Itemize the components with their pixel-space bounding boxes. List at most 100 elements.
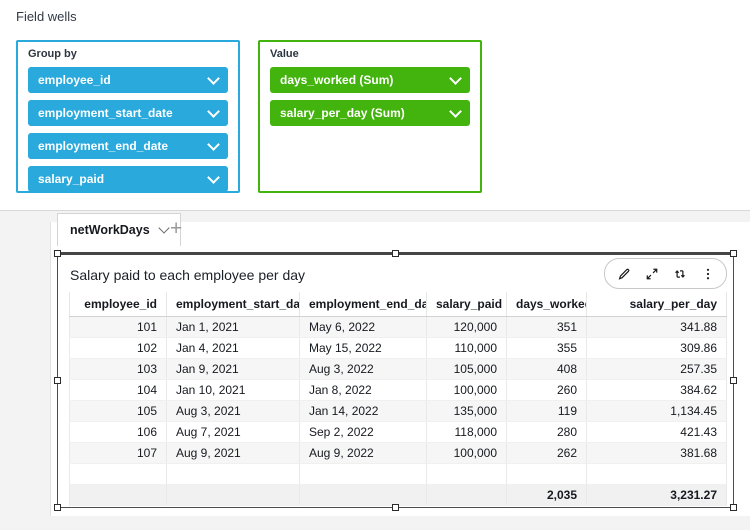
field-pill-label: employment_end_date [38, 139, 169, 153]
table-cell [426, 463, 507, 485]
table-cell: 2,035 [506, 484, 587, 506]
table-visual-frame[interactable]: Salary paid to each employee per day emp… [54, 250, 737, 511]
table-total-row: 2,035 3,231.27 [69, 484, 727, 506]
table-cell: 351 [506, 316, 587, 338]
add-sheet-button[interactable]: + [170, 217, 183, 240]
table-row: 107 Aug 9, 2021 Aug 9, 2022 100,000 262 381.6… [69, 442, 727, 464]
group-by-label: Group by [28, 48, 77, 60]
table-cell: 408 [506, 358, 587, 380]
table-row: 104 Jan 10, 2021 Jan 8, 2022 100,000 260 384.… [69, 379, 727, 401]
table-cell: Aug 9, 2022 [299, 442, 427, 464]
field-pill[interactable]: days_worked (Sum) [270, 67, 470, 93]
visual-toolbar [604, 258, 727, 289]
table-cell: 355 [506, 337, 587, 359]
table-cell: May 15, 2022 [299, 337, 427, 359]
resize-handle-mid-left[interactable] [54, 377, 61, 384]
table-cell [69, 484, 167, 506]
table-cell [166, 463, 300, 485]
field-pill-label: employment_start_date [38, 106, 173, 120]
table-cell: 309.86 [586, 337, 727, 359]
chevron-down-icon [207, 71, 220, 85]
table-cell: 257.35 [586, 358, 727, 380]
chevron-down-icon [207, 170, 220, 184]
table-cell: 120,000 [426, 316, 507, 338]
table-row: 106 Aug 7, 2021 Sep 2, 2022 118,000 280 421.4… [69, 421, 727, 443]
table-cell: 105 [69, 400, 167, 422]
chevron-down-icon [449, 104, 462, 118]
edit-pencil-icon[interactable] [616, 266, 631, 281]
chevron-down-icon [207, 137, 220, 151]
table-cell: 119 [506, 400, 587, 422]
table-cell: 101 [69, 316, 167, 338]
table-visual: employee_id employment_start_date employme… [69, 292, 727, 506]
data-table: employee_id employment_start_date employme… [69, 292, 727, 506]
table-cell: 106 [69, 421, 167, 443]
chevron-down-icon[interactable] [158, 222, 170, 234]
field-pill[interactable]: salary_per_day (Sum) [270, 100, 470, 126]
group-by-field-well: Group by employee_id employment_start_dat… [16, 40, 240, 193]
column-header[interactable]: days_worked [506, 292, 587, 317]
column-header[interactable]: salary_per_day [586, 292, 727, 317]
menu-dots-icon[interactable] [700, 266, 715, 281]
table-cell: 103 [69, 358, 167, 380]
resize-handle-bottom-mid[interactable] [391, 504, 399, 511]
column-header[interactable]: employee_id [69, 292, 167, 317]
field-pill-label: salary_per_day (Sum) [280, 106, 405, 120]
column-header[interactable]: salary_paid [426, 292, 507, 317]
field-pill[interactable]: salary_paid [28, 166, 228, 192]
table-cell: 262 [506, 442, 587, 464]
table-cell: 105,000 [426, 358, 507, 380]
field-pill-label: employee_id [38, 73, 111, 87]
table-cell: Aug 9, 2021 [166, 442, 300, 464]
field-pill-label: salary_paid [38, 172, 105, 186]
field-pill[interactable]: employment_start_date [28, 100, 228, 126]
table-cell: Jan 1, 2021 [166, 316, 300, 338]
table-cell [69, 463, 167, 485]
chevron-down-icon [207, 104, 220, 118]
resize-handle-top-left[interactable] [54, 250, 61, 257]
resize-handle-bottom-left[interactable] [54, 504, 61, 511]
table-cell: 384.62 [586, 379, 727, 401]
field-pill[interactable]: employee_id [28, 67, 228, 93]
value-field-well: Value days_worked (Sum) salary_per_day (S… [258, 40, 482, 193]
column-header[interactable]: employment_end_date [299, 292, 427, 317]
table-blank-row [69, 463, 727, 485]
group-by-pill-list: employee_id employment_start_date employme… [28, 67, 228, 192]
swap-arrows-icon[interactable] [672, 266, 687, 281]
table-row: 105 Aug 3, 2021 Jan 14, 2022 135,000 119 1,13… [69, 400, 727, 422]
sheet-tab-networkdays[interactable]: netWorkDays [57, 213, 181, 246]
table-cell: Jan 4, 2021 [166, 337, 300, 359]
table-cell [299, 484, 427, 506]
table-cell: 135,000 [426, 400, 507, 422]
table-row: 102 Jan 4, 2021 May 15, 2022 110,000 355 309.… [69, 337, 727, 359]
table-cell: 341.88 [586, 316, 727, 338]
table-row: 103 Jan 9, 2021 Aug 3, 2022 105,000 408 257.3… [69, 358, 727, 380]
table-cell [506, 463, 587, 485]
column-header[interactable]: employment_start_date [166, 292, 300, 317]
resize-handle-top-right[interactable] [730, 250, 737, 257]
table-cell: Jan 10, 2021 [166, 379, 300, 401]
field-pill[interactable]: employment_end_date [28, 133, 228, 159]
visual-title: Salary paid to each employee per day [70, 267, 306, 283]
table-cell: 1,134.45 [586, 400, 727, 422]
sheet-tab-label: netWorkDays [70, 223, 150, 237]
table-cell: 118,000 [426, 421, 507, 443]
table-cell [586, 463, 727, 485]
table-cell [426, 484, 507, 506]
value-label: Value [270, 48, 299, 60]
table-cell: Jan 9, 2021 [166, 358, 300, 380]
section-divider [0, 210, 750, 211]
table-cell: 102 [69, 337, 167, 359]
table-cell [299, 463, 427, 485]
field-pill-label: days_worked (Sum) [280, 73, 394, 87]
resize-handle-mid-right[interactable] [730, 377, 737, 384]
table-cell: 100,000 [426, 442, 507, 464]
resize-handle-top-mid[interactable] [391, 250, 399, 257]
resize-handle-bottom-right[interactable] [730, 504, 737, 511]
table-cell: 280 [506, 421, 587, 443]
expand-icon[interactable] [644, 266, 659, 281]
table-cell: 110,000 [426, 337, 507, 359]
value-pill-list: days_worked (Sum) salary_per_day (Sum) [270, 67, 470, 126]
table-cell: 421.43 [586, 421, 727, 443]
